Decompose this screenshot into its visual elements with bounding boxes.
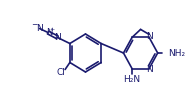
Text: N: N [54,33,61,42]
Text: +: + [49,26,54,31]
Text: NH₂: NH₂ [168,49,185,58]
Text: −: − [32,20,38,29]
Text: N: N [146,65,153,74]
Text: N: N [36,24,43,33]
Text: Cl: Cl [57,68,66,77]
Text: N: N [146,32,153,41]
Text: H₂N: H₂N [123,75,141,84]
Text: N: N [46,28,52,37]
